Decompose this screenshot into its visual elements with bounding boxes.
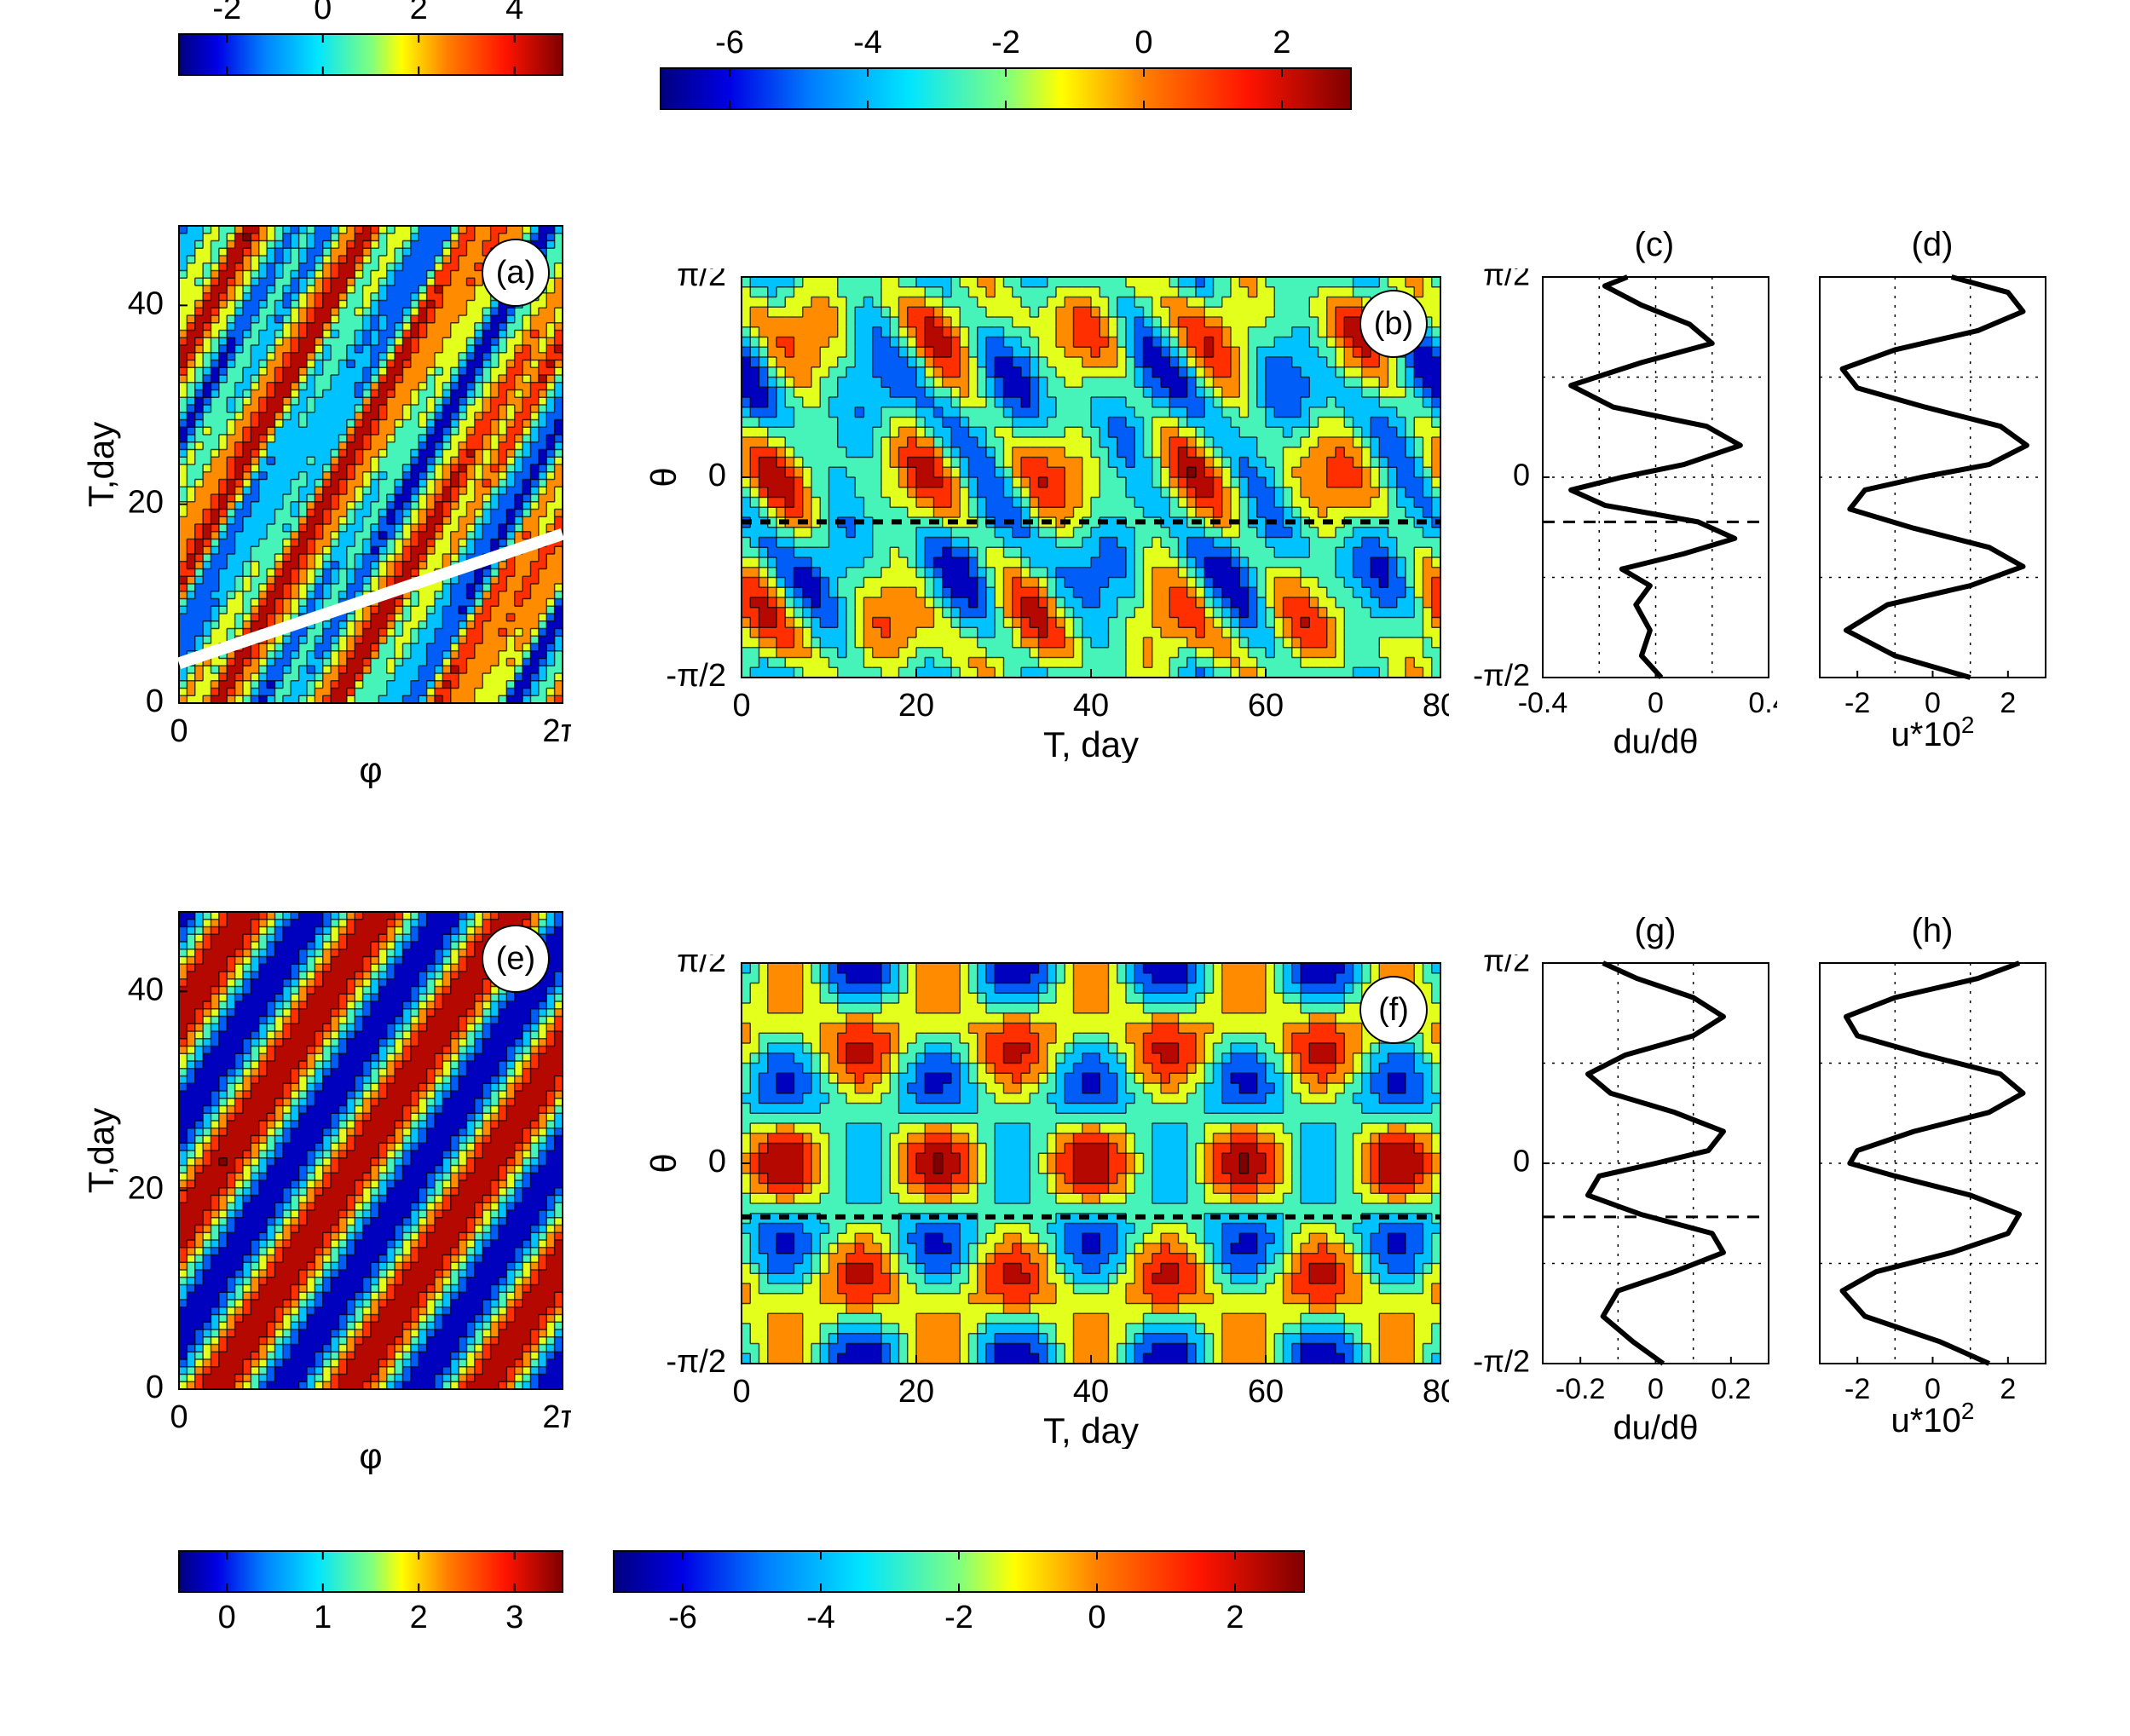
svg-text:2: 2 [410, 1600, 428, 1635]
svg-text:-6: -6 [668, 1600, 697, 1635]
panel-label-d: (d) [1912, 226, 1954, 264]
svg-text:0: 0 [314, 0, 332, 26]
panel-a: 02π02040φT,day [85, 217, 571, 788]
panel-label-h-text: (h) [1912, 912, 1954, 949]
panel-f: 020406080-π/20π/2T, dayθ [648, 955, 1449, 1449]
panel-label-e: (e) [482, 925, 550, 993]
svg-text:2: 2 [1226, 1600, 1244, 1635]
panel-label-c-text: (c) [1635, 226, 1675, 263]
panel-d: -202u*102 [1726, 268, 2054, 763]
panel-label-h: (h) [1912, 912, 1954, 950]
svg-text:-2: -2 [991, 25, 1020, 61]
colorbar-b: -6 -4 -2 0 2 [652, 17, 1359, 126]
svg-text:-2: -2 [944, 1600, 973, 1635]
svg-text:-6: -6 [715, 25, 744, 61]
panel-label-f-text: (f) [1378, 992, 1409, 1029]
panel-label-a-text: (a) [496, 255, 535, 291]
svg-text:2: 2 [1273, 25, 1290, 61]
panel-label-b-text: (b) [1374, 306, 1413, 343]
svg-text:-4: -4 [853, 25, 882, 61]
colorbar-f: -6 -4 -2 0 2 [605, 1543, 1313, 1652]
svg-text:4: 4 [505, 0, 523, 26]
panel-label-c: (c) [1635, 226, 1675, 264]
panel-b: 020406080-π/20π/2T, dayθ [648, 268, 1449, 763]
panel-label-d-text: (d) [1912, 226, 1954, 263]
panel-label-e-text: (e) [496, 941, 535, 978]
svg-text:1: 1 [314, 1600, 332, 1635]
colorbar-e: 0 1 2 3 [170, 1543, 571, 1652]
panel-label-a: (a) [482, 239, 550, 307]
panel-label-f: (f) [1359, 976, 1428, 1044]
panel-h: -202u*102 [1726, 955, 2054, 1449]
svg-text:3: 3 [505, 1600, 523, 1635]
svg-text:0: 0 [1088, 1600, 1105, 1635]
svg-text:0: 0 [1134, 25, 1152, 61]
svg-text:0: 0 [218, 1600, 236, 1635]
svg-text:-2: -2 [212, 0, 241, 26]
colorbar-a: -2 0 2 4 [170, 0, 571, 92]
panel-label-g-text: (g) [1635, 912, 1677, 949]
panel-label-g: (g) [1635, 912, 1677, 950]
panel-label-b: (b) [1359, 290, 1428, 358]
svg-text:-4: -4 [806, 1600, 835, 1635]
panel-e: 02π02040φT,day [85, 903, 571, 1474]
svg-text:2: 2 [410, 0, 428, 26]
